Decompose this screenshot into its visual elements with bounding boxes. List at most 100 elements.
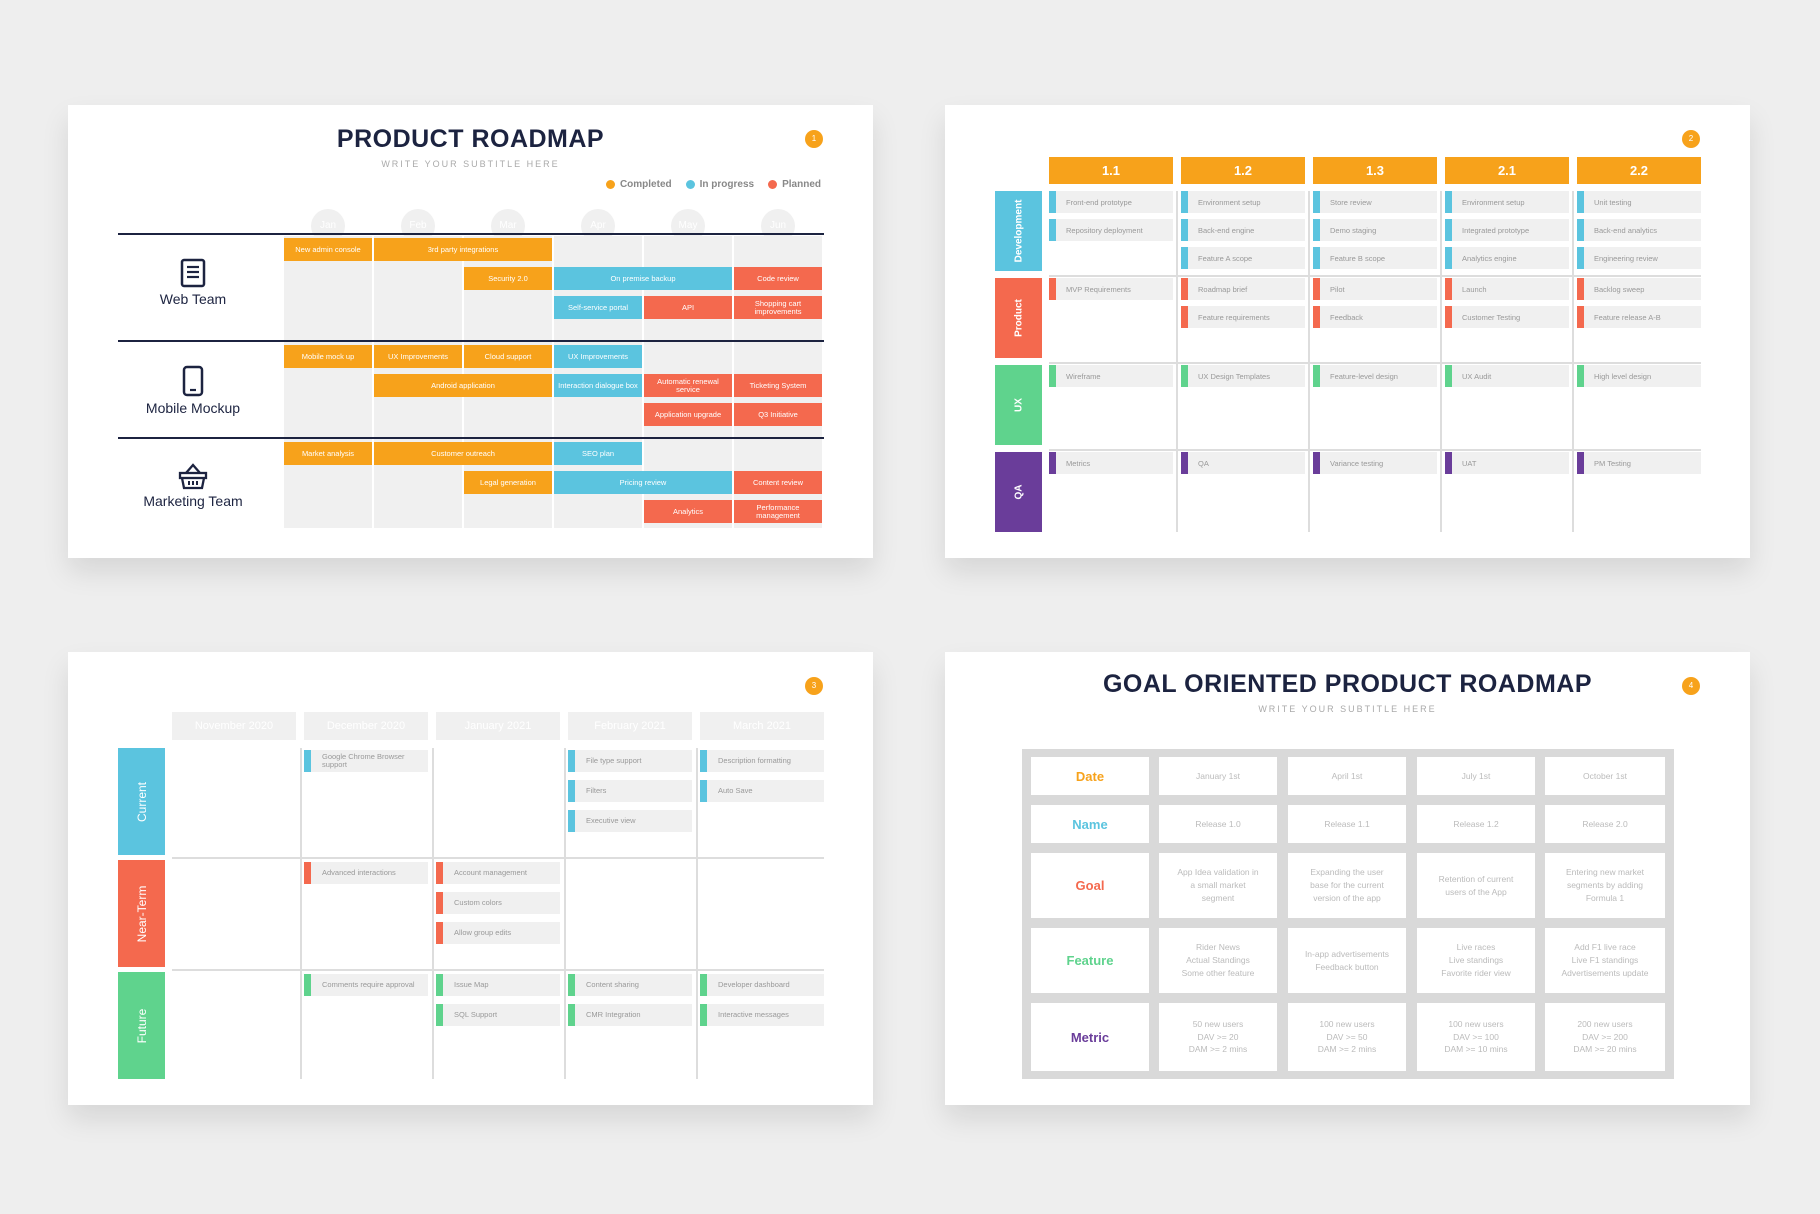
task-card: Feedback	[1313, 306, 1437, 328]
table-cell: 50 new users DAV >= 20 DAM >= 2 mins	[1159, 1003, 1277, 1071]
task-card: Custom colors	[436, 892, 560, 914]
table-cell: 100 new users DAV >= 50 DAM >= 2 mins	[1288, 1003, 1406, 1071]
task-card: CMR Integration	[568, 1004, 692, 1026]
table-cell: Release 1.0	[1159, 805, 1277, 843]
task-marker	[1577, 191, 1584, 213]
divider-line	[118, 340, 824, 342]
task-card: UX Design Templates	[1181, 365, 1305, 387]
team-label: Web Team	[113, 258, 273, 307]
task-card: Feature B scope	[1313, 247, 1437, 269]
version-header: 1.2	[1181, 157, 1305, 184]
table-cell: Release 1.2	[1417, 805, 1535, 843]
task-marker	[568, 750, 575, 772]
task-bar: Ticketing System	[734, 374, 822, 397]
task-bar: SEO plan	[554, 442, 642, 465]
task-bar: Interaction dialogue box	[554, 374, 642, 397]
table-cell: 200 new users DAV >= 200 DAM >= 20 mins	[1545, 1003, 1665, 1071]
task-marker	[1313, 452, 1320, 474]
task-card: Interactive messages	[700, 1004, 824, 1026]
legend-label: Planned	[782, 179, 821, 190]
slide-title: PRODUCT ROADMAP	[336, 125, 605, 153]
task-bar: Legal generation	[464, 471, 552, 494]
task-marker	[1577, 219, 1584, 241]
task-bar: Android application	[374, 374, 552, 397]
task-marker	[1049, 365, 1056, 387]
month-label: Jun	[761, 209, 795, 243]
task-marker	[1445, 219, 1452, 241]
task-marker	[1181, 452, 1188, 474]
legend-item: Completed	[605, 179, 672, 190]
task-card: Customer Testing	[1445, 306, 1569, 328]
task-bar: Application upgrade	[644, 403, 732, 426]
task-card: UX Audit	[1445, 365, 1569, 387]
phone-icon	[113, 365, 273, 397]
row-divider	[172, 969, 824, 971]
lane-name: Future	[134, 1008, 149, 1043]
column-divider	[300, 748, 302, 1079]
table-cell: 100 new users DAV >= 100 DAM >= 10 mins	[1417, 1003, 1535, 1071]
task-marker	[568, 810, 575, 832]
row-label: Feature	[1031, 928, 1149, 993]
task-marker	[568, 974, 575, 996]
column-divider	[1572, 191, 1574, 532]
legend-item: In progress	[685, 179, 755, 190]
lane-label: Near-Term	[118, 860, 165, 967]
task-card: Analytics engine	[1445, 247, 1569, 269]
task-marker	[700, 974, 707, 996]
task-card: High level design	[1577, 365, 1701, 387]
task-marker	[568, 1004, 575, 1026]
lane-label: UX	[995, 365, 1042, 445]
task-card: Environment setup	[1181, 191, 1305, 213]
task-card: Auto Save	[700, 780, 824, 802]
task-bar: New admin console	[284, 238, 372, 261]
table-cell: App Idea validation in a small market se…	[1159, 853, 1277, 918]
task-marker	[1577, 278, 1584, 300]
task-bar: Cloud support	[464, 345, 552, 368]
task-card: PM Testing	[1577, 452, 1701, 474]
task-marker	[1181, 306, 1188, 328]
task-marker	[1445, 306, 1452, 328]
task-marker	[1049, 219, 1056, 241]
task-bar: Mobile mock up	[284, 345, 372, 368]
page-number-badge: 4	[1682, 677, 1700, 695]
task-card: Integrated prototype	[1445, 219, 1569, 241]
lane-name: QA	[1013, 484, 1024, 500]
page-number-badge: 2	[1682, 130, 1700, 148]
month-label: Feb	[401, 209, 435, 243]
task-card: Google Chrome Browser support	[304, 750, 428, 772]
task-card: Environment setup	[1445, 191, 1569, 213]
task-card: Allow group edits	[436, 922, 560, 944]
task-card: Variance testing	[1313, 452, 1437, 474]
lane-label: Current	[118, 748, 165, 855]
lane-name: UX	[1013, 398, 1024, 412]
task-card: Developer dashboard	[700, 974, 824, 996]
goal-table: Date January 1st April 1st July 1st October …	[1022, 749, 1674, 1079]
task-bar: Analytics	[644, 500, 732, 523]
task-marker	[1049, 191, 1056, 213]
page-number-badge: 3	[805, 677, 823, 695]
task-bar: Content review	[734, 471, 822, 494]
legend-dot-icon	[768, 180, 778, 189]
task-marker	[304, 974, 311, 996]
task-marker	[1445, 365, 1452, 387]
lane-name: Current	[134, 781, 149, 822]
task-marker	[1181, 278, 1188, 300]
row-label: Metric	[1031, 1003, 1149, 1071]
task-card: Feature release A-B	[1577, 306, 1701, 328]
column-divider	[696, 748, 698, 1079]
table-cell: Live races Live standings Favorite rider…	[1417, 928, 1535, 993]
task-marker	[1445, 191, 1452, 213]
task-card: UAT	[1445, 452, 1569, 474]
task-card: Roadmap brief	[1181, 278, 1305, 300]
task-card: Filters	[568, 780, 692, 802]
month-label: Mar	[491, 209, 525, 243]
task-card: Feature-level design	[1313, 365, 1437, 387]
task-marker	[1181, 247, 1188, 269]
row-divider	[1049, 449, 1701, 451]
task-bar: Code review	[734, 267, 822, 290]
task-bar: UX Improvements	[554, 345, 642, 368]
task-bar: Shopping cart improvements	[734, 296, 822, 319]
legend-label: In progress	[699, 179, 755, 190]
lane-label: Development	[995, 191, 1042, 271]
task-card: Back-end engine	[1181, 219, 1305, 241]
